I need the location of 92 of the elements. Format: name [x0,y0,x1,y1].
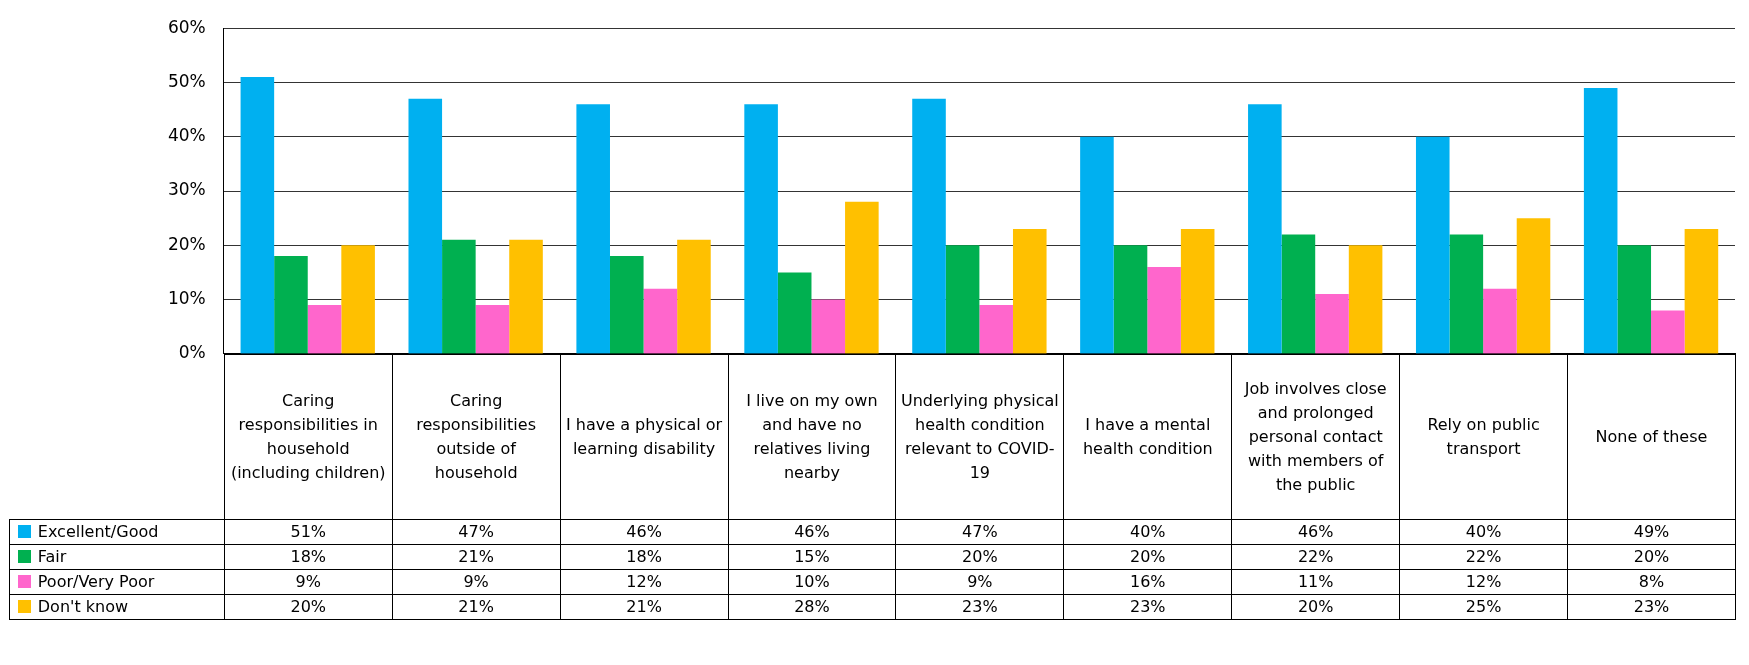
bar [442,239,476,354]
legend-label: Poor/Very Poor [9,569,225,595]
data-label: 46% [1231,519,1400,545]
x-tick-label: Caring responsibilities outside of household [392,354,561,520]
data-label: 9% [392,569,561,595]
data-label: 22% [1231,544,1400,570]
y-tick-label: 20% [167,233,206,254]
data-label: 20% [1567,544,1736,570]
x-tick-label: I have a mental health condition [1063,354,1232,520]
data-label: 23% [895,594,1064,620]
data-label: 21% [560,594,728,620]
bar [1583,87,1618,354]
data-label: 12% [1399,569,1568,595]
data-label: 15% [728,544,896,570]
data-label: 51% [224,519,393,545]
data-label: 46% [728,519,896,545]
legend-label: Fair [9,544,225,570]
bar [1449,234,1484,354]
data-label: 16% [1063,569,1232,595]
bar [979,304,1013,354]
data-label: 9% [895,569,1064,595]
legend-label: Excellent/Good [9,519,225,545]
bar [609,256,644,354]
x-tick-label: Job involves close and prolonged personal contact with members of the public [1231,354,1400,520]
bar [307,304,342,354]
legend-label: Don't know [9,594,225,620]
bar [744,104,778,354]
bar [1012,228,1047,354]
bar [1315,294,1349,354]
data-label: 21% [392,544,561,570]
data-label: 40% [1399,519,1568,545]
data-label: 18% [560,544,728,570]
x-tick-label: None of these [1567,354,1736,520]
bar [240,77,275,354]
data-label: 18% [224,544,393,570]
bar [1248,104,1282,354]
bar [576,104,610,354]
bar [643,288,678,354]
data-label: 28% [728,594,896,620]
y-tick-label: 40% [167,125,206,146]
bar [1415,136,1450,354]
data-label: 21% [392,594,561,620]
bar [1348,245,1383,354]
bar [341,245,375,354]
data-label: 22% [1399,544,1568,570]
data-label: 20% [1063,544,1232,570]
data-label: 25% [1399,594,1568,620]
data-label: 11% [1231,569,1400,595]
bar [811,299,846,354]
bar [509,239,543,354]
data-label: 40% [1063,519,1232,545]
data-label: 47% [895,519,1064,545]
y-tick-label: 60% [167,16,206,37]
data-label: 8% [1567,569,1736,595]
data-label: 10% [728,569,896,595]
y-tick-label: 0% [178,342,206,363]
x-tick-label: I have a physical or learning disability [560,354,728,520]
bar [1684,228,1719,354]
bar [274,256,308,354]
x-tick-label: Rely on public transport [1399,354,1568,520]
bar [1281,234,1316,354]
data-label: 23% [1567,594,1736,620]
bar [1483,288,1517,354]
bar [912,98,946,354]
bar [1516,218,1551,354]
bar [1180,228,1215,354]
data-label: 23% [1063,594,1232,620]
y-tick-label: 50% [167,70,206,91]
x-tick-label: I live on my own and have no relatives living nearby [728,354,896,520]
bar [777,272,812,354]
bar [1080,136,1114,354]
bar [408,98,443,354]
data-label: 20% [224,594,393,620]
y-tick-label: 30% [167,179,206,200]
data-label: 20% [895,544,1064,570]
data-label: 47% [392,519,561,545]
bar [1617,245,1652,354]
bar [945,245,980,354]
bar [677,239,711,354]
data-label: 9% [224,569,393,595]
bar [845,201,879,354]
x-tick-label: Underlying physical health condition relevant to COVID-19 [895,354,1064,520]
data-label: 20% [1231,594,1400,620]
data-label: 12% [560,569,728,595]
bar [475,304,510,354]
bar [1113,245,1148,354]
y-tick-label: 10% [167,287,206,308]
data-label: 46% [560,519,728,545]
x-tick-label: Caring responsibilities in household (including children) [224,354,393,520]
data-label: 49% [1567,519,1736,545]
bar [1147,266,1181,354]
bar [1651,310,1685,354]
